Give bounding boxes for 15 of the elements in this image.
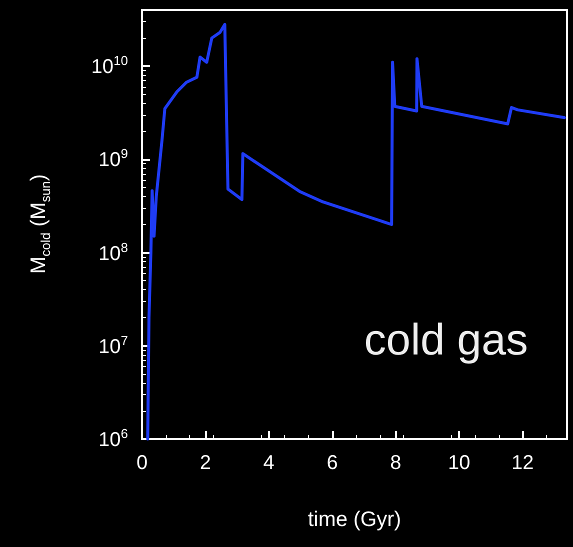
x-tick-label: 4	[263, 452, 274, 474]
x-tick-label: 10	[448, 452, 470, 474]
x-tick-label: 12	[511, 452, 534, 474]
x-tick-label: 0	[136, 452, 148, 474]
y-tick-label: 10$^{6}$	[98, 426, 128, 452]
line-series	[146, 22, 566, 440]
y-tick-label: 10$^{8}$	[98, 240, 128, 266]
x-tick-label: 8	[390, 452, 402, 474]
annotation: cold gas	[364, 316, 528, 364]
y-tick-label: 10$^{10}$	[91, 53, 128, 79]
x-axis-title: time (Gyr)	[308, 508, 402, 531]
x-tick-label: 6	[326, 452, 338, 474]
y-tick-label: 10$^{7}$	[98, 332, 128, 359]
x-tick-label: 2	[200, 452, 211, 474]
y-tick-label: 10$^{9}$	[98, 146, 128, 172]
